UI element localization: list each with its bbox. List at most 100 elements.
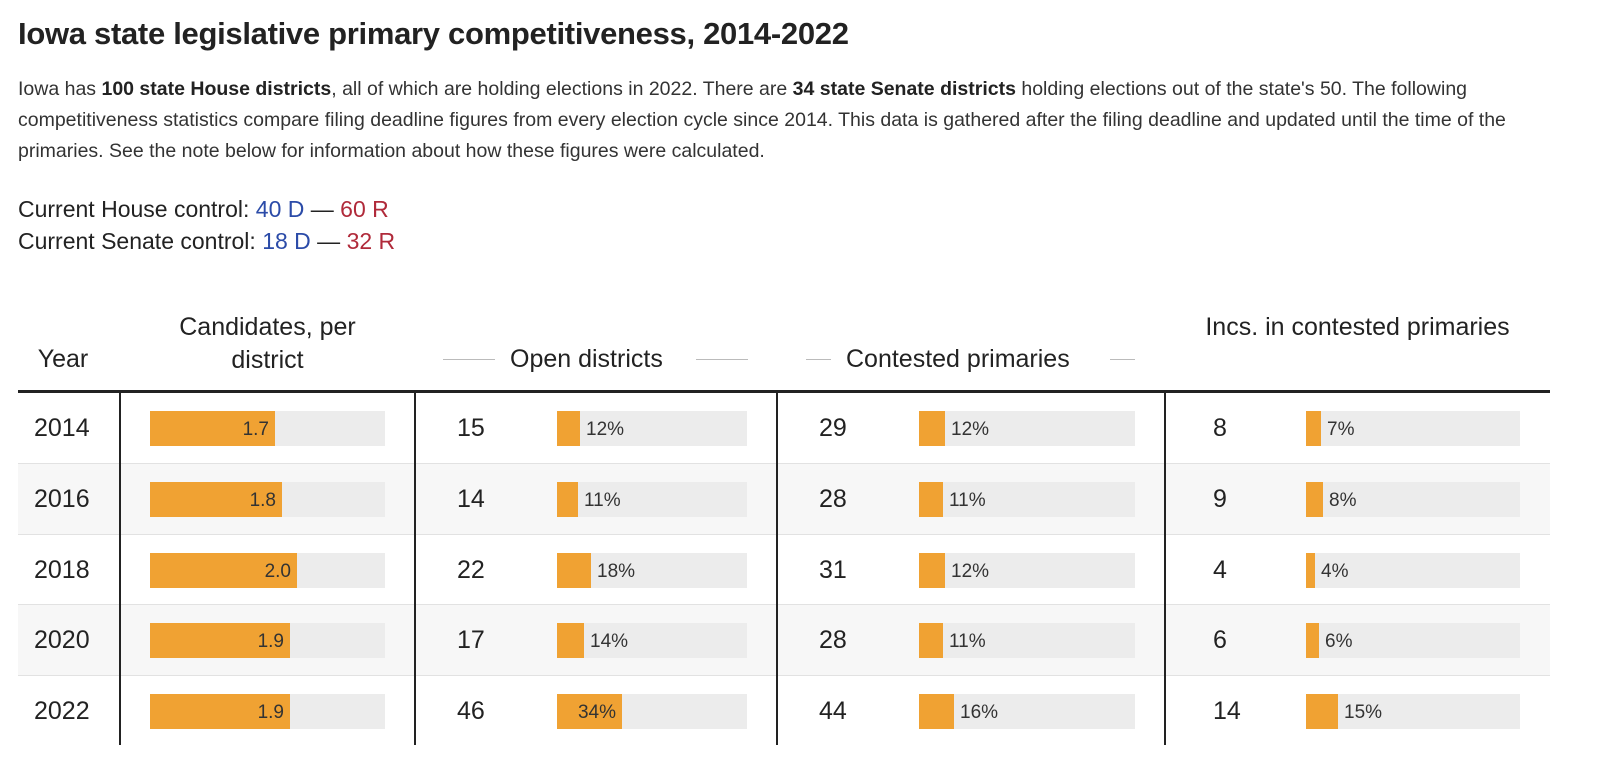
year-cell: 2016 (34, 485, 90, 514)
header-contested-rule-left (806, 359, 831, 360)
open-bar (557, 552, 591, 588)
incumbents-contested-count: 4 (1213, 555, 1227, 584)
incumbents-contested-count: 9 (1213, 485, 1227, 514)
cand-bar-label: 1.8 (249, 490, 276, 512)
cand-bar-track: 1.9 (150, 623, 385, 659)
senate-separator: — (310, 228, 347, 254)
inc-bar-track: 4% (1306, 552, 1520, 588)
intro-paragraph: Iowa has 100 state House districts, all … (18, 74, 1563, 167)
cand-bar-track: 1.7 (150, 411, 385, 446)
header-contested-primaries: Contested primaries (846, 345, 1070, 373)
open-bar-label: 14% (590, 631, 629, 653)
inc-bar-label: 8% (1329, 490, 1357, 512)
contested-primaries-count: 28 (819, 626, 847, 655)
cand-bar (150, 411, 275, 446)
year-cell: 2020 (34, 626, 90, 655)
table-row: 2018 2.0 22 18% 31 12% 4 4% (18, 533, 1550, 605)
cand-bar (150, 623, 290, 659)
open-districts-count: 22 (457, 555, 485, 584)
cont-bar-track: 16% (919, 693, 1135, 729)
inc-bar-track: 6% (1306, 623, 1520, 659)
incumbents-contested-count: 14 (1213, 696, 1241, 725)
header-year: Year (37, 345, 89, 373)
senate-rep-count: 32 R (346, 228, 396, 254)
inc-bar-label: 7% (1327, 419, 1355, 440)
column-divider (1164, 393, 1166, 745)
open-districts-count: 46 (457, 696, 485, 725)
cont-bar (919, 552, 945, 588)
open-bar (557, 411, 580, 446)
house-rep-count: 60 R (340, 196, 389, 222)
open-bar-label: 18% (597, 560, 636, 582)
open-bar-track: 18% (557, 552, 747, 588)
house-dem-count: 40 D (255, 196, 305, 222)
cont-bar (919, 693, 954, 729)
contested-primaries-count: 31 (819, 555, 847, 584)
header-open-rule-left (443, 359, 495, 360)
header-candidates-per-district: Candidates, per district (179, 313, 356, 374)
intro-senate-districts: 34 state Senate districts (792, 78, 1016, 100)
senate-control: Current Senate control: 18 D — 32 R (18, 228, 395, 255)
inc-bar-track: 8% (1306, 482, 1520, 518)
table-row: 2022 1.9 46 34% 44 16% 14 15% (18, 674, 1550, 746)
inc-bar-track: 15% (1306, 693, 1520, 729)
open-bar-track: 11% (557, 482, 747, 518)
open-districts-count: 15 (457, 414, 485, 442)
cont-bar (919, 411, 945, 446)
cand-bar-label: 1.9 (257, 631, 284, 653)
inc-bar (1306, 552, 1315, 588)
cand-bar-track: 1.9 (150, 693, 385, 729)
column-divider (414, 393, 416, 745)
year-cell: 2022 (34, 696, 90, 725)
contested-primaries-count: 28 (819, 485, 847, 514)
intro-house-districts: 100 state House districts (101, 78, 332, 100)
intro-text-3: holding elections out of the state's 50.… (18, 78, 1506, 162)
inc-bar-label: 15% (1344, 701, 1383, 723)
cont-bar-track: 11% (919, 482, 1135, 518)
open-bar-label: 34% (577, 701, 616, 723)
cont-bar-label: 12% (951, 560, 990, 582)
intro-text-2: , all of which are holding elections in … (331, 78, 793, 100)
cont-bar-track: 12% (919, 411, 1135, 446)
column-divider (776, 393, 778, 745)
cand-bar-track: 1.8 (150, 482, 385, 518)
inc-bar-label: 6% (1325, 631, 1353, 653)
senate-control-label: Current Senate control: (18, 228, 263, 254)
inc-bar (1306, 623, 1319, 659)
contested-primaries-count: 44 (819, 696, 847, 725)
cont-bar-track: 12% (919, 552, 1135, 588)
cand-bar (150, 693, 290, 729)
cont-bar-label: 12% (951, 419, 990, 440)
year-cell: 2014 (34, 414, 90, 442)
header-open-rule-right (696, 359, 748, 360)
cont-bar-label: 16% (960, 701, 999, 723)
open-districts-count: 14 (457, 485, 485, 514)
header-open-districts: Open districts (510, 345, 663, 373)
inc-bar-track: 7% (1306, 411, 1520, 446)
incumbents-contested-count: 8 (1213, 414, 1227, 442)
table-row: 2020 1.9 17 14% 28 11% 6 6% (18, 604, 1550, 676)
table-row: 2014 1.7 15 12% 29 12% 8 7% (18, 393, 1550, 463)
house-control-label: Current House control: (18, 196, 256, 222)
open-bar-track: 14% (557, 623, 747, 659)
column-divider (119, 393, 121, 745)
open-bar-track: 34% (557, 693, 747, 729)
cont-bar-label: 11% (949, 490, 986, 512)
inc-bar (1306, 411, 1321, 446)
header-rule (18, 390, 1550, 393)
open-bar-label: 11% (584, 490, 621, 512)
open-districts-count: 17 (457, 626, 485, 655)
contested-primaries-count: 29 (819, 414, 847, 442)
cand-bar (150, 482, 282, 518)
incumbents-contested-count: 6 (1213, 626, 1227, 655)
cont-bar-track: 11% (919, 623, 1135, 659)
cand-bar-track: 2.0 (150, 552, 385, 588)
table-row: 2016 1.8 14 11% 28 11% 9 8% (18, 463, 1550, 535)
cand-bar-label: 2.0 (264, 560, 291, 582)
cand-bar-label: 1.7 (242, 419, 269, 440)
senate-dem-count: 18 D (262, 228, 311, 254)
cand-bar-label: 1.9 (257, 701, 284, 723)
cont-bar-label: 11% (949, 631, 986, 653)
inc-bar-label: 4% (1321, 560, 1349, 582)
page-title: Iowa state legislative primary competiti… (18, 16, 849, 51)
